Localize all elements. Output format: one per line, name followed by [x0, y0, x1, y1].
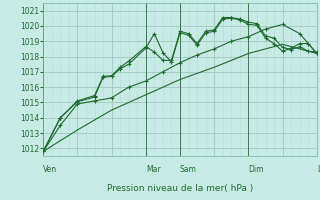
Text: Dim: Dim: [248, 165, 264, 174]
Text: Pression niveau de la mer( hPa ): Pression niveau de la mer( hPa ): [107, 184, 253, 193]
Text: Lun: Lun: [317, 165, 320, 174]
Text: Sam: Sam: [180, 165, 197, 174]
Text: Mar: Mar: [146, 165, 160, 174]
Text: Ven: Ven: [43, 165, 57, 174]
